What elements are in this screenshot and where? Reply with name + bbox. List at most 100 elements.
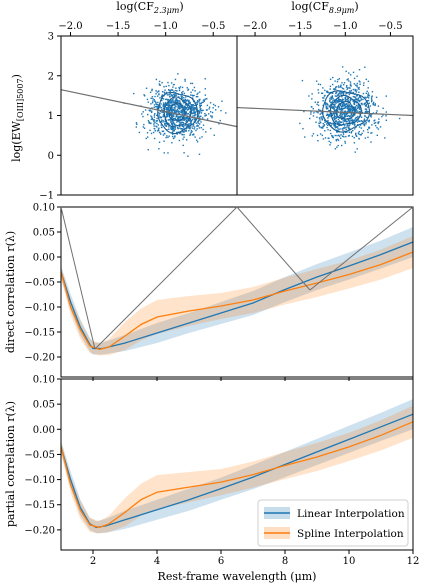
scatter-cf89-point bbox=[301, 79, 304, 82]
scatter-cf89-point bbox=[367, 87, 369, 89]
scatter-cf23-point bbox=[176, 113, 178, 116]
scatter-cf89-point bbox=[345, 113, 348, 116]
scatter-cf23-point bbox=[159, 84, 161, 86]
scatter-cf89-point bbox=[346, 99, 349, 101]
scatter-cf89-point bbox=[355, 95, 358, 97]
scatter-cf23-point bbox=[172, 109, 174, 112]
scatter-cf89-point bbox=[311, 93, 313, 95]
scatter-cf23-point bbox=[153, 119, 156, 121]
scatter-cf89-point bbox=[350, 131, 353, 133]
partial-correlation-ylabel: partial correlation r(λ) bbox=[4, 401, 17, 527]
scatter-cf89-point bbox=[370, 132, 372, 134]
scatter-cf23-point bbox=[153, 125, 155, 127]
scatter-cf89-point bbox=[346, 120, 348, 123]
scatter-cf23-point bbox=[178, 87, 181, 90]
scatter-cf89-point bbox=[368, 94, 370, 96]
scatter-cf89-point bbox=[336, 130, 338, 133]
scatter-cf89-point bbox=[357, 132, 360, 134]
scatter-cf23-point bbox=[179, 101, 181, 103]
scatter-cf23-point bbox=[160, 116, 162, 119]
scatter-cf89-point bbox=[343, 115, 346, 117]
scatter-cf89-point bbox=[334, 125, 336, 127]
scatter-cf89-point bbox=[349, 84, 352, 87]
scatter-cf89-point bbox=[356, 75, 358, 77]
scatter-cf23-point bbox=[204, 115, 206, 117]
partial-correlation-spline-line bbox=[61, 421, 413, 529]
scatter-cf89-point bbox=[352, 95, 355, 98]
scatter-cf23-point bbox=[189, 118, 192, 121]
scatter-cf89-point bbox=[337, 99, 339, 102]
scatter-cf23-point bbox=[172, 108, 174, 110]
scatter-cf89-point bbox=[322, 87, 324, 89]
scatter-cf23-point bbox=[173, 90, 175, 92]
scatter-cf23-point bbox=[143, 95, 146, 97]
scatter-cf23-point bbox=[202, 128, 204, 131]
scatter-cf23-xtick-label: −2.0 bbox=[58, 21, 82, 32]
scatter-cf23-point bbox=[168, 109, 170, 112]
scatter-cf23-point bbox=[177, 103, 179, 106]
scatter-cf23-point bbox=[182, 125, 184, 127]
scatter-cf89-point bbox=[384, 137, 386, 139]
scatter-cf23-point bbox=[177, 100, 180, 102]
scatter-cf89-point bbox=[326, 103, 329, 106]
scatter-cf23-point bbox=[167, 136, 169, 139]
scatter-cf89-point bbox=[352, 121, 354, 123]
scatter-cf23-point bbox=[183, 113, 185, 115]
scatter-cf89-point bbox=[369, 105, 372, 107]
scatter-cf23-point bbox=[180, 95, 182, 97]
scatter-cf23-point bbox=[206, 118, 209, 120]
scatter-cf89-point bbox=[317, 92, 320, 94]
scatter-cf23-point bbox=[143, 123, 145, 126]
scatter-cf89-point bbox=[368, 127, 370, 129]
scatter-cf23-point bbox=[174, 117, 176, 120]
scatter-cf89-point bbox=[338, 86, 340, 89]
scatter-cf23-point bbox=[166, 98, 168, 100]
direct-correlation-plot: −0.20 −0.15 −0.10 −0.05 0.00 0.05 0.10 direct … bbox=[4, 203, 414, 381]
partial-correlation-xtick-label: 8 bbox=[282, 556, 288, 567]
scatter-cf89-point bbox=[329, 99, 331, 102]
scatter-cf89-point bbox=[347, 102, 350, 104]
scatter-cf23-point bbox=[177, 111, 179, 113]
scatter-cf23-point bbox=[161, 130, 164, 133]
scatter-cf89-point bbox=[398, 117, 401, 120]
scatter-cf23-point bbox=[175, 115, 177, 118]
scatter-cf89-point bbox=[328, 123, 331, 125]
scatter-cf89-point bbox=[367, 99, 370, 102]
scatter-cf89-point bbox=[344, 112, 346, 114]
scatter-cf89-point bbox=[351, 108, 354, 110]
direct-correlation-yticks: −0.20 −0.15 −0.10 −0.05 0.00 0.05 0.10 bbox=[24, 203, 61, 364]
scatter-cf89-point bbox=[360, 116, 363, 118]
scatter-cf23-point bbox=[183, 92, 186, 95]
scatter-cf89-point bbox=[342, 122, 345, 124]
scatter-cf23-point bbox=[175, 118, 177, 121]
scatter-cf89-point bbox=[347, 125, 350, 127]
scatter-cf23-point bbox=[173, 117, 175, 120]
scatter-cf89-point bbox=[348, 72, 350, 74]
scatter-cf89-point bbox=[308, 95, 310, 97]
scatter-cf23-point bbox=[161, 95, 163, 97]
scatter-cf89-point bbox=[325, 104, 327, 106]
scatter-cf23-point bbox=[184, 105, 186, 108]
scatter-cf23-point bbox=[167, 106, 170, 108]
scatter-cf89-point bbox=[365, 104, 367, 107]
scatter-cf89-point bbox=[331, 136, 334, 138]
scatter-cf23-point bbox=[175, 101, 178, 104]
scatter-cf23-point bbox=[162, 119, 164, 122]
scatter-cf89-point bbox=[347, 100, 350, 102]
scatter-cf23-point bbox=[193, 108, 195, 110]
scatter-cf89-point bbox=[334, 109, 336, 112]
scatter-cf23-point bbox=[200, 121, 202, 123]
scatter-cf89-point bbox=[335, 86, 337, 88]
scatter-cf23-point bbox=[156, 108, 158, 110]
scatter-cf89-point bbox=[340, 134, 342, 136]
scatter-cf23-point bbox=[166, 104, 168, 107]
scatter-cf23-point bbox=[214, 109, 217, 111]
scatter-cf23-point bbox=[189, 110, 191, 113]
scatter-cf89-point bbox=[333, 106, 335, 108]
scatter-cf23-point bbox=[172, 121, 175, 123]
scatter-cf23-point bbox=[179, 125, 181, 127]
scatter-cf23-point bbox=[197, 111, 199, 113]
scatter-cf89-point bbox=[367, 136, 369, 139]
scatter-cf23-point bbox=[175, 89, 177, 92]
scatter-cf89-point bbox=[358, 133, 360, 136]
